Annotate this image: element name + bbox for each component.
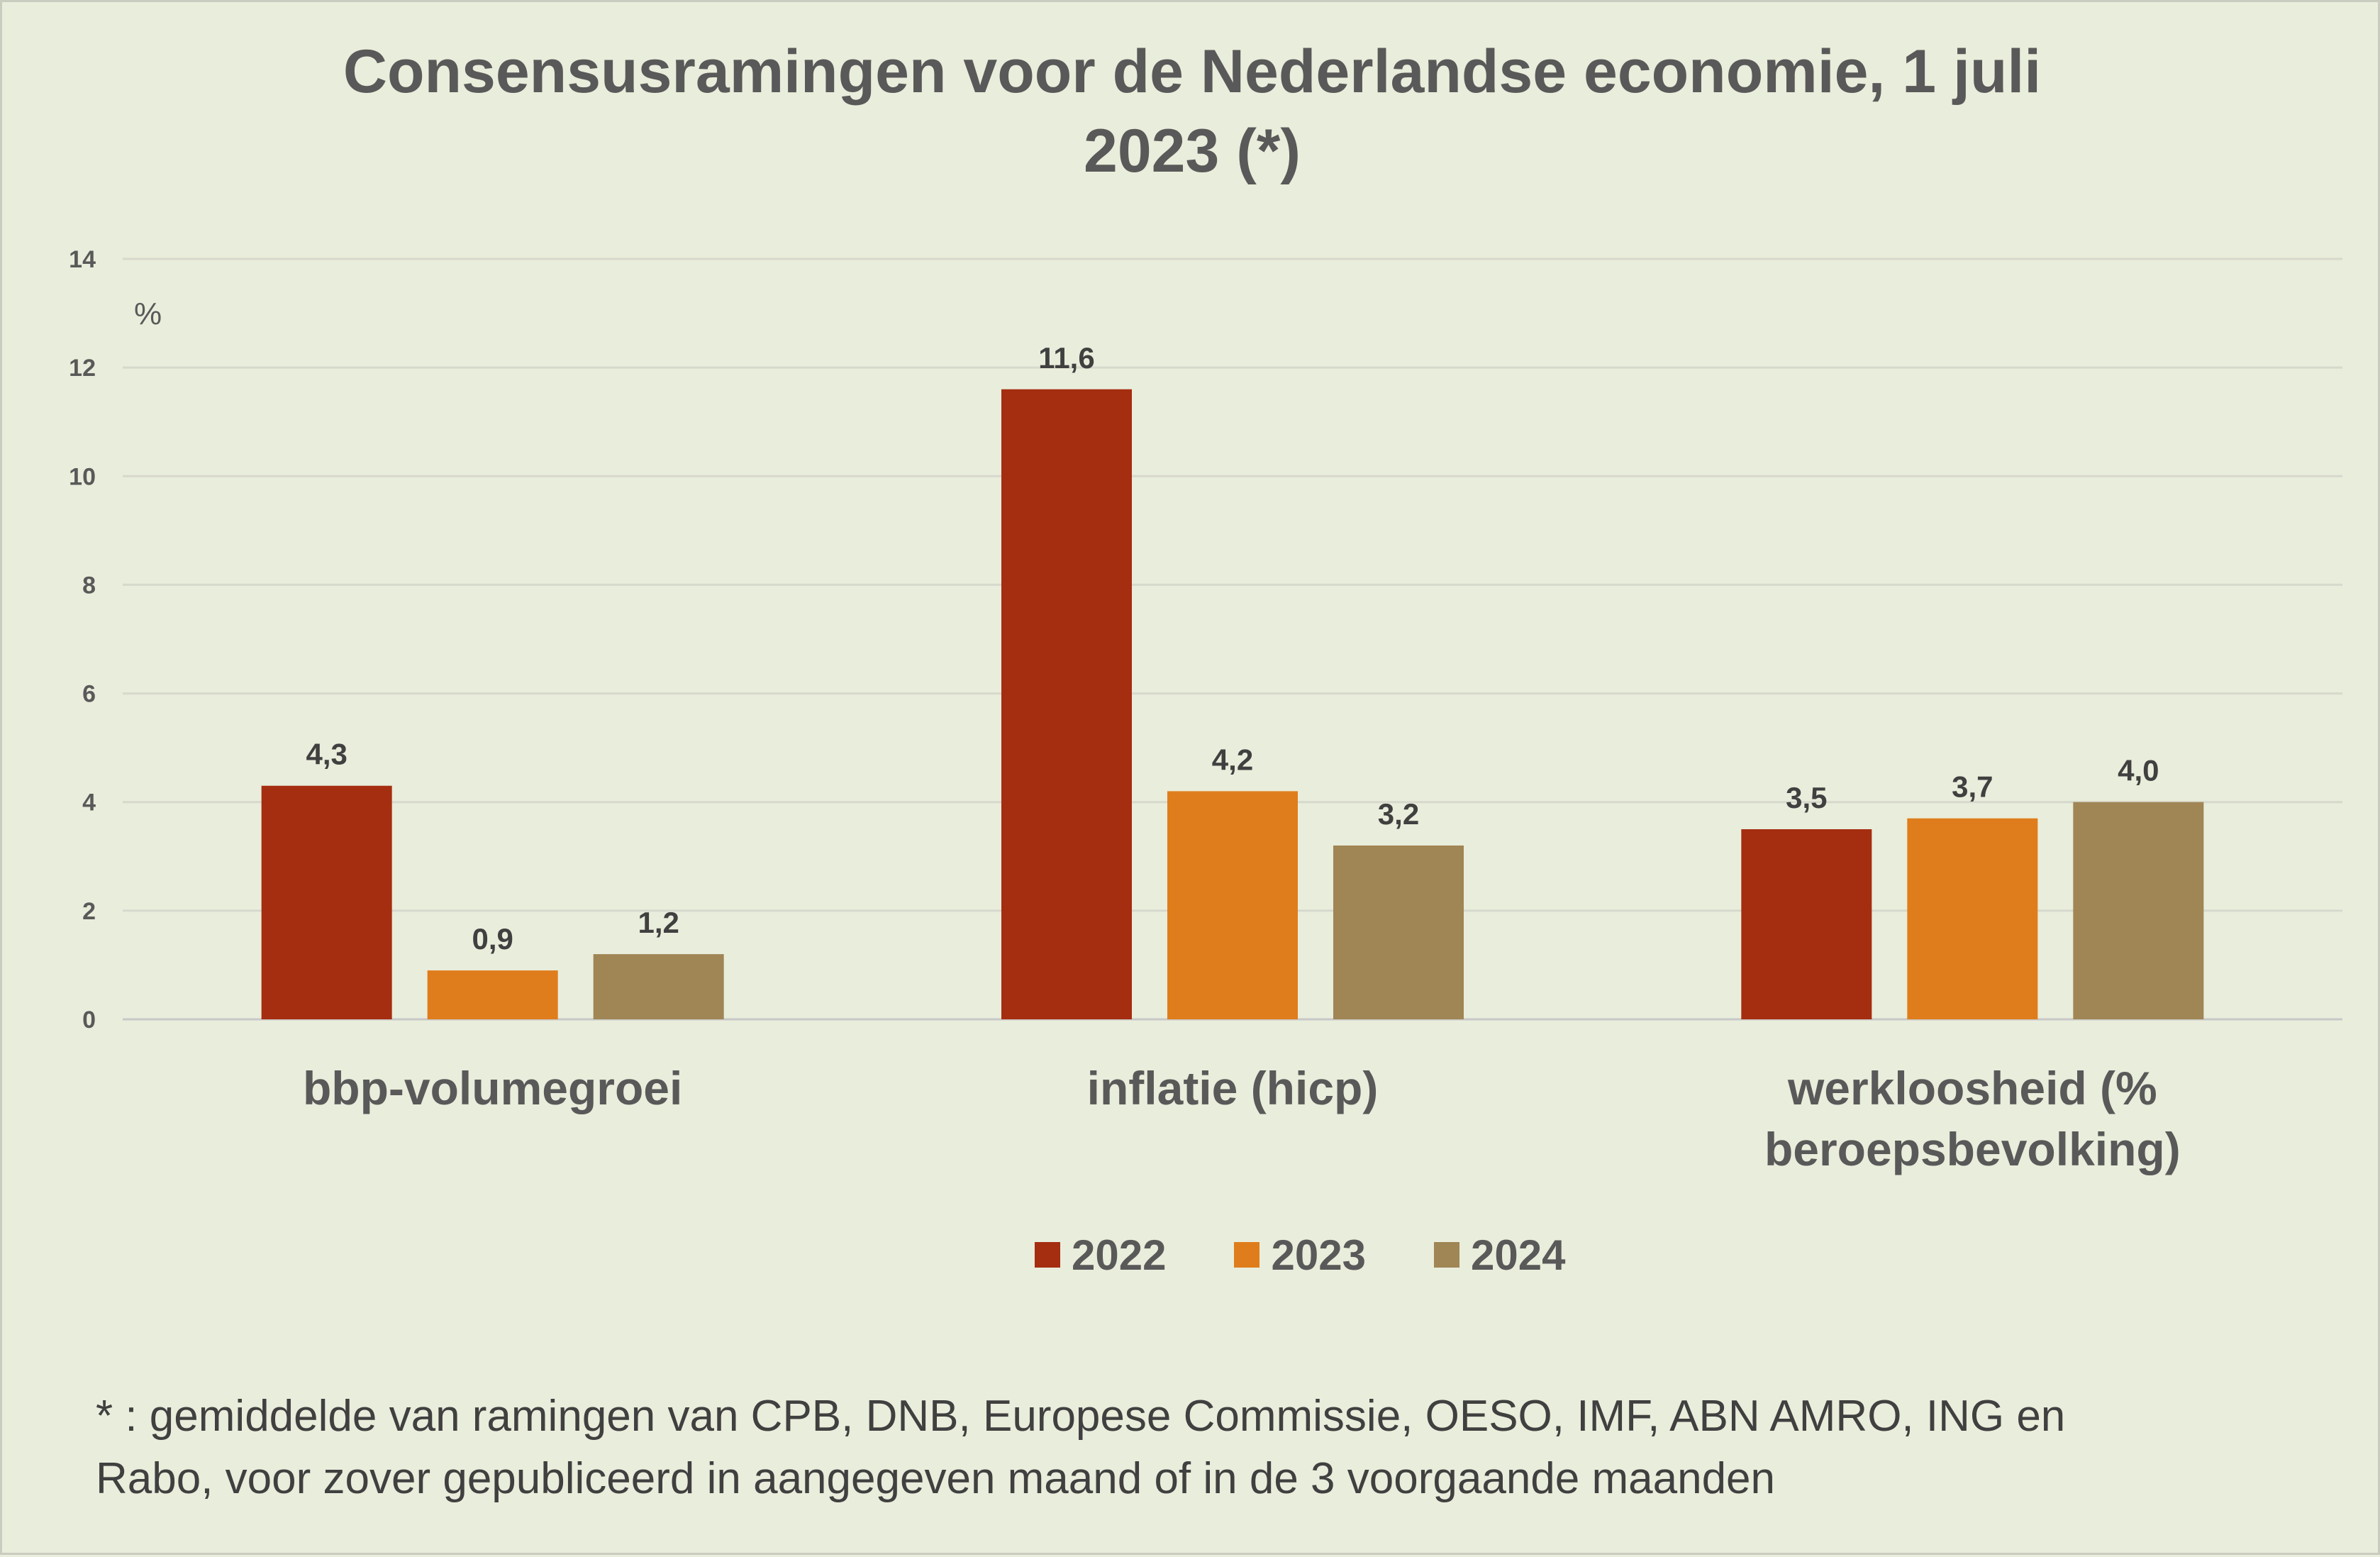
legend-label-2022: 2022 xyxy=(1072,1231,1167,1279)
y-tick-label-6: 6 xyxy=(82,681,96,708)
data-label-2022-3: 3,5 xyxy=(1786,781,1827,814)
y-tick-label-2: 2 xyxy=(82,898,96,925)
chart-title-line-1: Consensusramingen voor de Nederlandse ec… xyxy=(343,38,2042,106)
bar-2022-1 xyxy=(261,785,392,1019)
legend-item-2022: 2022 xyxy=(1035,1231,1166,1280)
data-label-2022-1: 4,3 xyxy=(306,738,347,771)
y-tick-label-8: 8 xyxy=(82,572,96,599)
legend-label-2023: 2023 xyxy=(1271,1231,1366,1279)
bar-2024-1 xyxy=(593,954,724,1019)
data-label-2023-1: 0,9 xyxy=(472,922,513,955)
legend-swatch-2024 xyxy=(1433,1242,1459,1268)
bar-2022-3 xyxy=(1741,829,1872,1019)
legend-item-2024: 2024 xyxy=(1433,1231,1566,1280)
category-label-3-line-2: beroepsbevolking) xyxy=(1764,1123,2181,1175)
y-tick-label-0: 0 xyxy=(82,1007,96,1034)
data-label-2024-1: 1,2 xyxy=(638,906,679,939)
legend-swatch-2023 xyxy=(1234,1242,1260,1268)
bar-2023-3 xyxy=(1907,818,2038,1019)
data-label-2023-3: 3,7 xyxy=(1952,770,1993,804)
bar-2022-2 xyxy=(1001,389,1132,1019)
legend-label-2024: 2024 xyxy=(1470,1231,1566,1279)
category-label-1-line-1: bbp-volumegroei xyxy=(302,1062,683,1114)
data-label-2024-2: 3,2 xyxy=(1378,797,1419,831)
category-label-3-line-1: werkloosheid (% xyxy=(1787,1062,2157,1114)
bar-2023-2 xyxy=(1167,791,1298,1019)
bar-2023-1 xyxy=(427,970,558,1019)
y-tick-label-4: 4 xyxy=(82,789,96,816)
footnote: * : gemiddelde van ramingen van CPB, DNB… xyxy=(96,1385,2323,1510)
category-label-3: werkloosheid (% beroepsbevolking) xyxy=(1703,1058,2242,1180)
category-label-2: inflatie (hicp) xyxy=(963,1058,1502,1119)
y-tick-label-10: 10 xyxy=(69,463,96,490)
y-axis-unit: % xyxy=(134,297,162,331)
data-label-2022-2: 11,6 xyxy=(1038,341,1094,375)
chart-title-line-2: 2023 (*) xyxy=(1084,117,1301,185)
bar-2024-3 xyxy=(2073,802,2204,1019)
data-label-2023-2: 4,2 xyxy=(1212,743,1253,776)
category-label-1: bbp-volumegroei xyxy=(223,1058,762,1119)
footnote-line-2: Rabo, voor zover gepubliceerd in aangege… xyxy=(96,1454,1776,1503)
legend-swatch-2022 xyxy=(1035,1242,1060,1268)
legend: 2022 2023 2024 xyxy=(1035,1225,1633,1285)
data-label-2024-3: 4,0 xyxy=(2118,754,2159,787)
y-tick-label-12: 12 xyxy=(69,355,96,382)
y-tick-label-14: 14 xyxy=(69,246,96,273)
bar-2024-2 xyxy=(1333,845,1464,1019)
footnote-line-1: * : gemiddelde van ramingen van CPB, DNB… xyxy=(96,1392,2066,1441)
category-label-2-line-1: inflatie (hicp) xyxy=(1086,1062,1379,1114)
legend-item-2023: 2023 xyxy=(1234,1231,1366,1280)
